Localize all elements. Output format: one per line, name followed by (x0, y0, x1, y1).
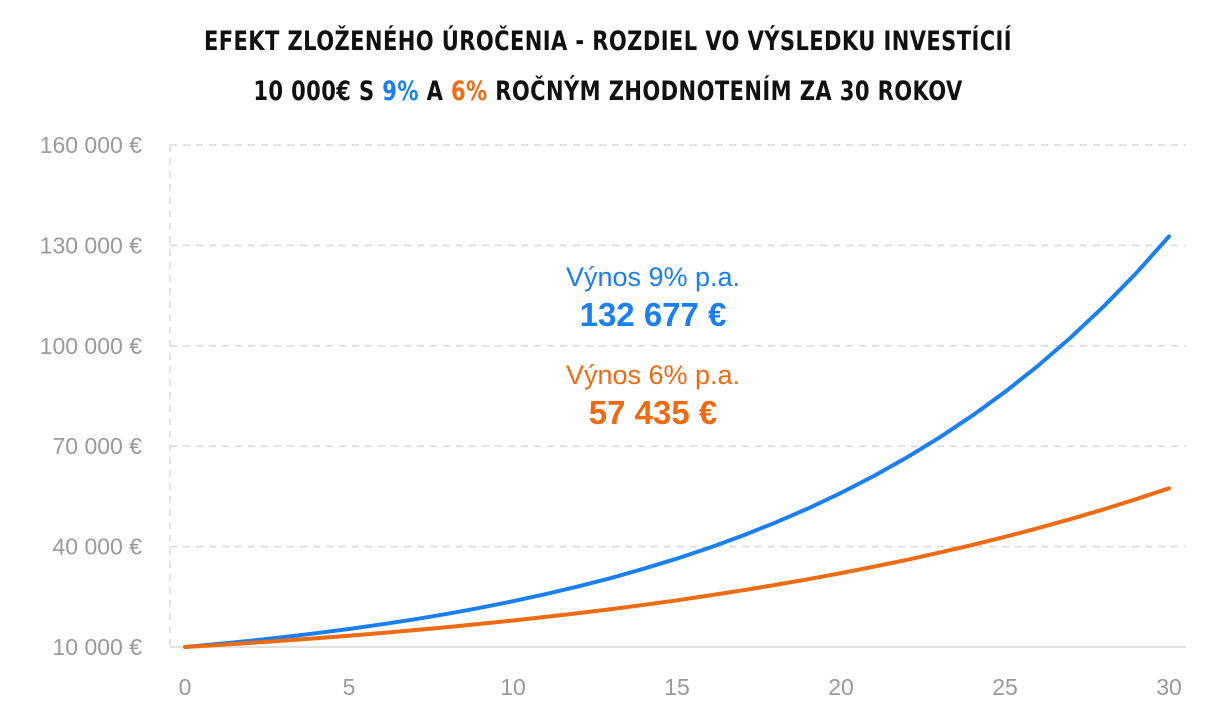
annotation-label-9: Výnos 9% p.a. (566, 262, 740, 292)
y-tick-label: 10 000 € (52, 634, 142, 660)
y-tick-label: 70 000 € (52, 433, 142, 459)
x-tick-label: 25 (992, 674, 1018, 700)
y-tick-label: 160 000 € (40, 132, 143, 158)
title-text-part: A (418, 76, 451, 107)
title-rate-6: 6% (450, 76, 488, 107)
series-line-9pct (183, 234, 1171, 649)
chart-title-line-1: EFEKT ZLOŽENÉHO ÚROČENIA - ROZDIEL VO VÝ… (203, 26, 1013, 57)
x-tick-label: 20 (828, 674, 854, 700)
x-axis: 0 5 10 15 20 25 30 (179, 674, 1182, 700)
title-text-part: 10 000€ S (253, 76, 383, 107)
x-tick-label: 0 (179, 674, 192, 700)
series-line-6pct (183, 486, 1171, 649)
x-tick-label: 10 (500, 674, 526, 700)
annotation-value-9: 132 677 € (580, 296, 727, 333)
x-tick-label: 15 (664, 674, 690, 700)
y-tick-label: 100 000 € (40, 333, 143, 359)
x-tick-label: 30 (1156, 674, 1182, 700)
title-rate-9: 9% (382, 76, 419, 107)
annotations: Výnos 9% p.a. 132 677 € Výnos 6% p.a. 57… (566, 262, 740, 431)
chart-title-line-2: 10 000€ S 9% A 6% ROČNÝM ZHODNOTENÍM ZA … (134, 76, 1082, 107)
y-tick-label: 130 000 € (40, 232, 143, 258)
annotation-label-6: Výnos 6% p.a. (566, 360, 740, 390)
x-tick-label: 5 (343, 674, 356, 700)
y-tick-label: 40 000 € (52, 534, 142, 560)
y-axis: 10 000 € 40 000 € 70 000 € 100 000 € 130 000… (40, 132, 143, 660)
series-lines (183, 234, 1171, 649)
title-text-part: ROČNÝM ZHODNOTENÍM ZA 30 ROKOV (487, 76, 963, 107)
gridlines (169, 144, 1186, 648)
annotation-value-6: 57 435 € (589, 394, 717, 431)
